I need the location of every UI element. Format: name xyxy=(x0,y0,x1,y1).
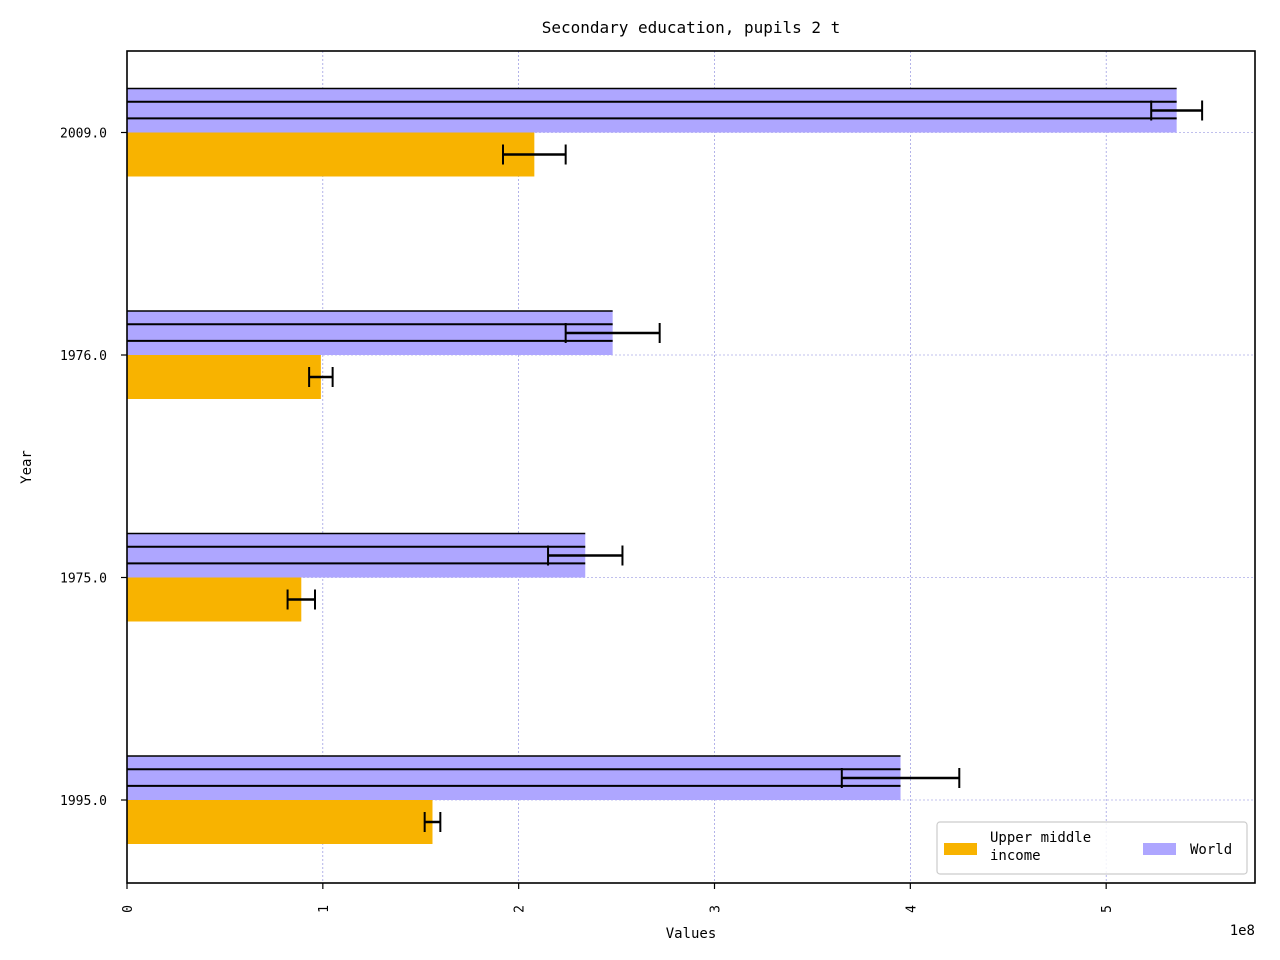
error-bars-group xyxy=(286,100,1204,832)
y-tick-label: 1995.0 xyxy=(60,794,107,809)
legend-label-upper-middle-income: Upper middle income xyxy=(990,830,1091,864)
x-axis-offset-label: 1e8 xyxy=(1230,923,1255,939)
bar-upper-middle-income xyxy=(127,577,302,622)
y-axis-ticks: 1995.0 1975.0 1976.0 2009.0 xyxy=(60,127,127,809)
bar-world xyxy=(127,533,586,578)
bars-group xyxy=(127,87,1177,844)
y-tick-label: 2009.0 xyxy=(60,127,107,142)
y-tick-label: 1976.0 xyxy=(60,349,107,364)
legend-label-world: World xyxy=(1190,842,1232,858)
legend-box xyxy=(936,821,1248,875)
bar-upper-middle-income xyxy=(127,132,535,177)
bar-world xyxy=(127,756,901,800)
x-tick-label: 1 xyxy=(317,905,332,913)
plot-frame xyxy=(126,50,1256,884)
y-tick-label: 1975.0 xyxy=(60,572,107,587)
x-tick-label: 3 xyxy=(709,905,724,913)
legend-label-line: Upper middle xyxy=(990,830,1091,846)
legend-swatch-upper-middle-income xyxy=(944,843,977,855)
legend-swatch-world xyxy=(1143,843,1176,855)
x-axis-ticks: 0 1 2 3 4 5 xyxy=(121,883,1115,913)
x-axis-label: Values xyxy=(666,926,717,942)
bar-world xyxy=(127,88,1177,133)
y-axis-label: Year xyxy=(19,450,35,484)
bar-upper-middle-income xyxy=(127,355,321,399)
chart-title: Secondary education, pupils 2 t xyxy=(542,18,841,37)
x-tick-label: 4 xyxy=(904,905,919,913)
x-tick-label: 0 xyxy=(121,905,136,913)
x-tick-label: 2 xyxy=(513,905,528,913)
bar-upper-middle-income xyxy=(127,800,433,844)
bar-world xyxy=(127,311,613,355)
legend-label-line: income xyxy=(990,848,1041,864)
x-tick-label: 5 xyxy=(1100,905,1115,913)
legend: Upper middle income World xyxy=(936,821,1248,875)
